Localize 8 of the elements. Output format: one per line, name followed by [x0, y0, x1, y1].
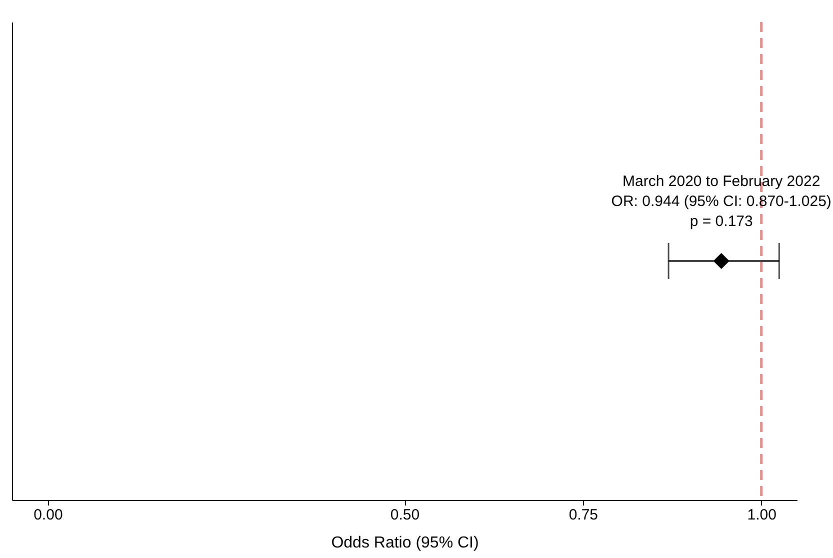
annotation: OR: 0.944 (95% CI: 0.870-1.025): [611, 193, 832, 210]
x-axis-title: Odds Ratio (95% CI): [331, 534, 479, 552]
x-tick-label: 0.00: [34, 506, 63, 524]
x-tick-label: 0.75: [568, 506, 598, 524]
annotation: p = 0.173: [690, 213, 753, 230]
x-tick-label: 0.50: [390, 506, 420, 524]
x-tick-label: 1.00: [747, 506, 776, 524]
annotation: March 2020 to February 2022: [622, 173, 820, 190]
